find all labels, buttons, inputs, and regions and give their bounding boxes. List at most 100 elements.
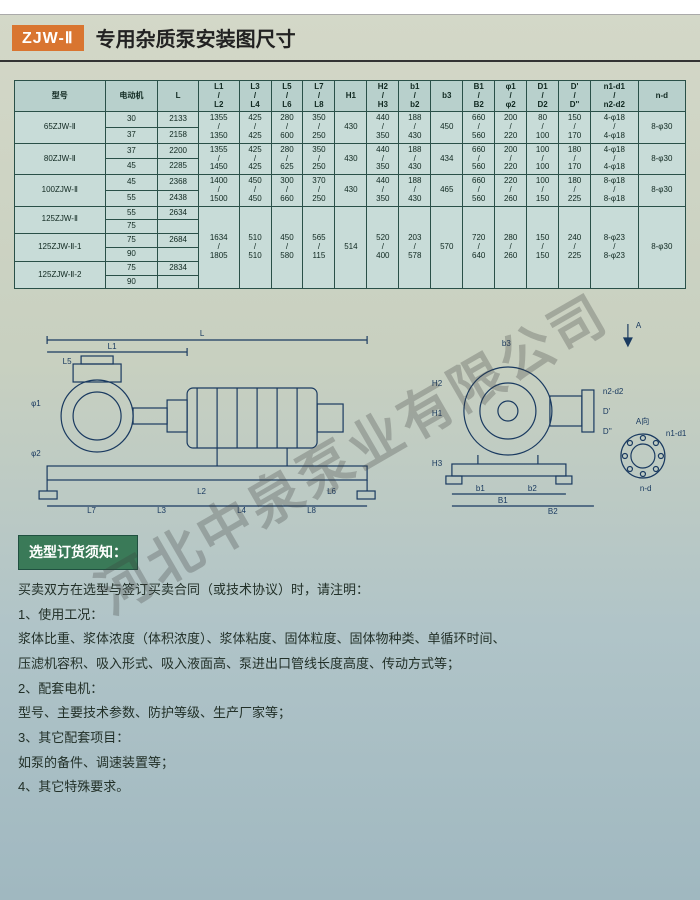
table-header: b3 <box>431 81 463 112</box>
table-cell: 180/170 <box>559 143 591 174</box>
table-header: H1 <box>335 81 367 112</box>
table-cell: 2834 <box>158 261 199 275</box>
table-header: L5/L6 <box>271 81 303 112</box>
table-cell: 2438 <box>158 190 199 206</box>
dim-phi2: φ2 <box>31 449 41 458</box>
notes-line: 2、配套电机： <box>18 677 682 702</box>
table-cell: 203/578 <box>399 206 431 289</box>
table-cell: 45 <box>105 175 158 191</box>
table-cell: 450/450 <box>239 175 271 206</box>
dim-aview: A向 <box>636 416 649 426</box>
table-cell: 280/625 <box>271 143 303 174</box>
table-cell: 280/600 <box>271 112 303 143</box>
diagram-front-view: A b3 n2-d2 D' D'' H2 H1 H3 b1 b2 B1 B2 A… <box>410 316 686 516</box>
table-cell: 75 <box>105 261 158 275</box>
dim-l2: L2 <box>197 487 206 496</box>
dim-l3: L3 <box>157 506 166 515</box>
table-cell: 125ZJW-Ⅱ-1 <box>15 234 106 262</box>
table-cell: 100/150 <box>527 175 559 206</box>
table-cell: 430 <box>335 112 367 143</box>
table-cell: 370/250 <box>303 175 335 206</box>
table-cell: 188/430 <box>399 175 431 206</box>
table-cell: 1355/1450 <box>198 143 239 174</box>
table-cell: 1355/1350 <box>198 112 239 143</box>
table-cell: 30 <box>105 112 158 128</box>
table-cell: 8-φ30 <box>638 143 685 174</box>
table-cell: 200/220 <box>495 143 527 174</box>
dim-l6: L6 <box>327 487 336 496</box>
table-cell: 8-φ23/8-φ23 <box>591 206 639 289</box>
table-cell: 350/250 <box>303 143 335 174</box>
table-cell: 200/220 <box>495 112 527 143</box>
table-cell: 450/580 <box>271 206 303 289</box>
notes-line: 如泵的备件、调速装置等； <box>18 751 682 776</box>
notes-heading: 选型订货须知： <box>18 535 138 570</box>
table-header: L1/L2 <box>198 81 239 112</box>
table-cell: 90 <box>105 275 158 289</box>
table-cell: 660/560 <box>463 175 495 206</box>
table-cell: 520/400 <box>367 206 399 289</box>
page-header: ZJW-Ⅱ 专用杂质泵安装图尺寸 <box>0 15 700 62</box>
table-cell: 4-φ18/4-φ18 <box>591 112 639 143</box>
table-cell: 450 <box>431 112 463 143</box>
page-title: 专用杂质泵安装图尺寸 <box>96 23 296 52</box>
table-cell: 45 <box>105 159 158 175</box>
notes-line: 浆体比重、浆体浓度（体积浓度）、浆体粘度、固体粒度、固体物种类、单循环时间、 <box>18 627 682 652</box>
table-cell: 430 <box>335 175 367 206</box>
table-cell: 720/640 <box>463 206 495 289</box>
table-cell: 2158 <box>158 128 199 144</box>
table-cell: 425/425 <box>239 112 271 143</box>
table-cell: 150/170 <box>559 112 591 143</box>
table-cell: 75 <box>105 234 158 248</box>
table-cell: 65ZJW-Ⅱ <box>15 112 106 143</box>
dim-a: A <box>636 321 642 330</box>
table-cell: 125ZJW-Ⅱ <box>15 206 106 234</box>
table-cell: 8-φ18/8-φ18 <box>591 175 639 206</box>
table-cell: 2200 <box>158 143 199 159</box>
table-cell: 220/260 <box>495 175 527 206</box>
table-cell: 510/510 <box>239 206 271 289</box>
table-header: H2/H3 <box>367 81 399 112</box>
table-header: φ1/φ2 <box>495 81 527 112</box>
dim-h3: H3 <box>432 459 443 468</box>
dim-b1b: B1 <box>498 496 508 505</box>
table-cell: 440/350 <box>367 143 399 174</box>
table-cell: 55 <box>105 190 158 206</box>
table-cell: 37 <box>105 143 158 159</box>
table-cell: 2368 <box>158 175 199 191</box>
table-cell: 1634/1805 <box>198 206 239 289</box>
notes-line: 4、其它特殊要求。 <box>18 775 682 800</box>
notes-line: 型号、主要技术参数、防护等级、生产厂家等； <box>18 701 682 726</box>
table-cell: 100ZJW-Ⅱ <box>15 175 106 206</box>
table-cell: 565/115 <box>303 206 335 289</box>
dimension-table-wrap: 型号电动机LL1/L2L3/L4L5/L6L7/L8H1H2/H3b1/b2b3… <box>14 80 686 289</box>
table-cell <box>158 275 199 289</box>
notes-line: 压滤机容积、吸入形式、吸入液面高、泵进出口管线长度高度、传动方式等； <box>18 652 682 677</box>
table-cell: 80/100 <box>527 112 559 143</box>
table-cell: 100/100 <box>527 143 559 174</box>
table-cell: 2285 <box>158 159 199 175</box>
table-cell: 660/560 <box>463 112 495 143</box>
table-cell: 125ZJW-Ⅱ-2 <box>15 261 106 289</box>
table-cell: 240/225 <box>559 206 591 289</box>
table-header: 电动机 <box>105 81 158 112</box>
table-cell: 350/250 <box>303 112 335 143</box>
table-cell: 8-φ30 <box>638 175 685 206</box>
dim-l7: L7 <box>87 506 96 515</box>
table-cell: 425/425 <box>239 143 271 174</box>
dim-phi1: φ1 <box>31 399 41 408</box>
table-cell: 660/560 <box>463 143 495 174</box>
table-row: 65ZJW-Ⅱ3021331355/1350425/425280/600350/… <box>15 112 686 128</box>
dim-dpp: D'' <box>603 427 612 436</box>
dim-l1: L1 <box>108 342 117 351</box>
table-cell: 8-φ30 <box>638 206 685 289</box>
table-cell: 465 <box>431 175 463 206</box>
dim-dp: D' <box>603 407 611 416</box>
dim-l4: L4 <box>237 506 246 515</box>
table-cell: 4-φ18/4-φ18 <box>591 143 639 174</box>
ordering-notes: 选型订货须知： 买卖双方在选型与签订买卖合同（或技术协议）时，请注明： 1、使用… <box>18 535 682 800</box>
table-cell: 188/430 <box>399 143 431 174</box>
table-cell: 2634 <box>158 206 199 220</box>
table-cell: 280/260 <box>495 206 527 289</box>
diagram-side-view: L L1 L5 L7 L3 L4 L8 L2 L6 φ1 φ2 <box>14 316 400 516</box>
